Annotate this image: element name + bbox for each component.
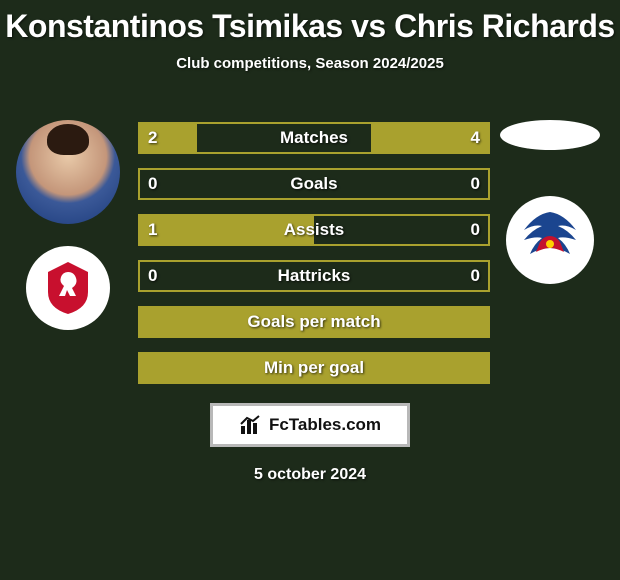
stat-label: Goals per match bbox=[247, 312, 380, 332]
right-player-placeholder bbox=[500, 120, 600, 150]
stat-row-goals: 0 0 Goals bbox=[138, 168, 490, 200]
crystal-palace-crest-icon bbox=[504, 194, 596, 286]
stat-row-min-per-goal: Min per goal bbox=[138, 352, 490, 384]
brand-text: FcTables.com bbox=[269, 415, 381, 435]
left-player-photo bbox=[16, 120, 120, 224]
stat-bars: 2 4 Matches 0 0 Goals 1 0 Assists 0 0 Hattricks Goal… bbox=[138, 122, 490, 398]
left-club-badge bbox=[26, 246, 110, 330]
stat-value-left: 2 bbox=[148, 128, 157, 148]
stat-label: Assists bbox=[284, 220, 344, 240]
stat-row-goals-per-match: Goals per match bbox=[138, 306, 490, 338]
brand-attribution: FcTables.com bbox=[210, 403, 410, 447]
stat-value-right: 0 bbox=[471, 266, 480, 286]
stat-value-right: 0 bbox=[471, 174, 480, 194]
left-player-column bbox=[8, 120, 128, 330]
stat-value-left: 0 bbox=[148, 174, 157, 194]
stat-label: Hattricks bbox=[278, 266, 351, 286]
headline: Konstantinos Tsimikas vs Chris Richards bbox=[0, 0, 620, 45]
stat-value-left: 1 bbox=[148, 220, 157, 240]
comparison-infographic: Konstantinos Tsimikas vs Chris Richards … bbox=[0, 0, 620, 580]
stat-row-matches: 2 4 Matches bbox=[138, 122, 490, 154]
right-player-column bbox=[490, 120, 610, 290]
stat-row-assists: 1 0 Assists bbox=[138, 214, 490, 246]
stat-row-hattricks: 0 0 Hattricks bbox=[138, 260, 490, 292]
subtitle: Club competitions, Season 2024/2025 bbox=[0, 55, 620, 72]
fctables-logo-icon bbox=[239, 414, 263, 436]
stat-label: Goals bbox=[290, 174, 337, 194]
infographic-date: 5 october 2024 bbox=[0, 466, 620, 484]
stat-value-left: 0 bbox=[148, 266, 157, 286]
stat-label: Matches bbox=[280, 128, 348, 148]
liverpool-crest-icon bbox=[38, 258, 98, 318]
stat-value-right: 4 bbox=[471, 128, 480, 148]
stat-label: Min per goal bbox=[264, 358, 364, 378]
stat-value-right: 0 bbox=[471, 220, 480, 240]
right-club-badge bbox=[500, 190, 600, 290]
